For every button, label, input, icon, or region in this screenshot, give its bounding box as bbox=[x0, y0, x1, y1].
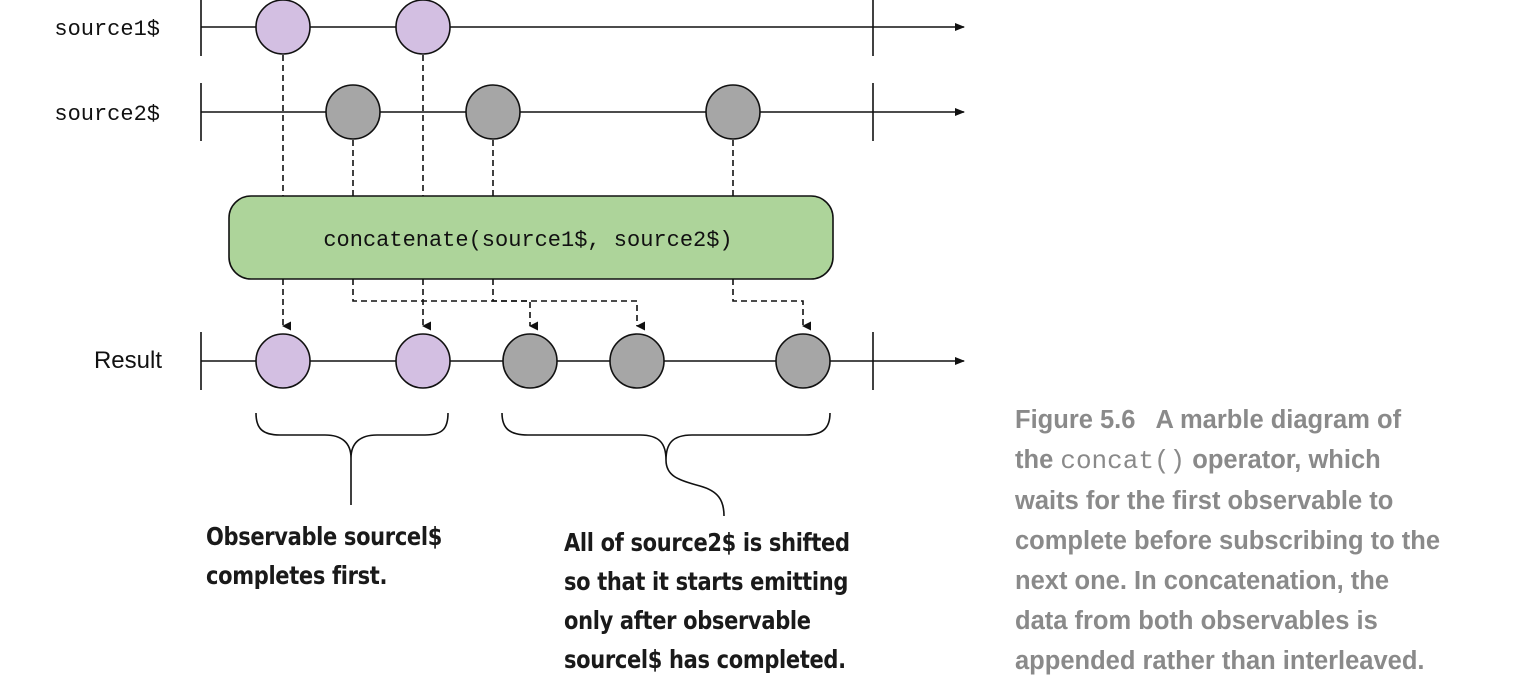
brace-source1 bbox=[255, 412, 449, 505]
marble-result-5 bbox=[775, 333, 831, 389]
caption-line: data from both observables is bbox=[1015, 607, 1378, 635]
caption-line: complete before subscribing to the bbox=[1015, 527, 1441, 555]
timeline-label-source1: source1$ bbox=[54, 17, 160, 42]
annotation-source1: Observable sourcel$ completes first. bbox=[206, 517, 442, 595]
caption-line: waits for the first observable to bbox=[1015, 487, 1394, 515]
timeline-source2 bbox=[200, 83, 965, 141]
marble-result-2 bbox=[395, 333, 451, 389]
caption-line: next one. In concatenation, the bbox=[1015, 567, 1390, 595]
dashed-connectors bbox=[282, 55, 811, 331]
annotation-source2-line: All of source2$ is shifted bbox=[564, 528, 850, 557]
marble-source2-2 bbox=[465, 84, 521, 140]
timeline-result bbox=[200, 332, 965, 390]
annotation-source1-line: completes first. bbox=[206, 561, 388, 590]
marble-result-3 bbox=[502, 333, 558, 389]
marble-source1-1 bbox=[255, 0, 311, 55]
timeline-label-result: Result bbox=[94, 347, 162, 374]
marble-source2-3 bbox=[705, 84, 761, 140]
marble-source2-1 bbox=[325, 84, 381, 140]
annotation-source2-line: sourcel$ has completed. bbox=[564, 645, 846, 674]
caption-line: appended rather than interleaved. bbox=[1015, 647, 1425, 675]
annotation-source1-line: Observable sourcel$ bbox=[206, 522, 442, 551]
caption-line: the bbox=[1015, 446, 1061, 474]
operator-label: concatenate(source1$, source2$) bbox=[323, 228, 732, 253]
marble-source1-2 bbox=[395, 0, 451, 55]
brace-source2 bbox=[501, 412, 831, 517]
annotation-source2: All of source2$ is shifted so that it st… bbox=[564, 523, 850, 679]
figure-number: Figure 5.6 bbox=[1015, 406, 1136, 434]
caption-line: operator, which bbox=[1185, 446, 1381, 474]
marble-result-1 bbox=[255, 333, 311, 389]
timeline-source1 bbox=[200, 0, 965, 56]
caption-code: concat() bbox=[1060, 446, 1186, 476]
marble-diagram: source1$ source2$ Result concatenate(sou… bbox=[54, 0, 965, 517]
annotation-source2-line: only after observable bbox=[564, 606, 811, 635]
timeline-label-source2: source2$ bbox=[54, 102, 160, 127]
figure-caption: Figure 5.6 A marble diagram of the concat… bbox=[1015, 400, 1510, 681]
caption-line: A marble diagram of bbox=[1155, 406, 1402, 434]
operator-box bbox=[228, 195, 834, 280]
marble-result-4 bbox=[609, 333, 665, 389]
annotation-source2-line: so that it starts emitting bbox=[564, 567, 849, 596]
